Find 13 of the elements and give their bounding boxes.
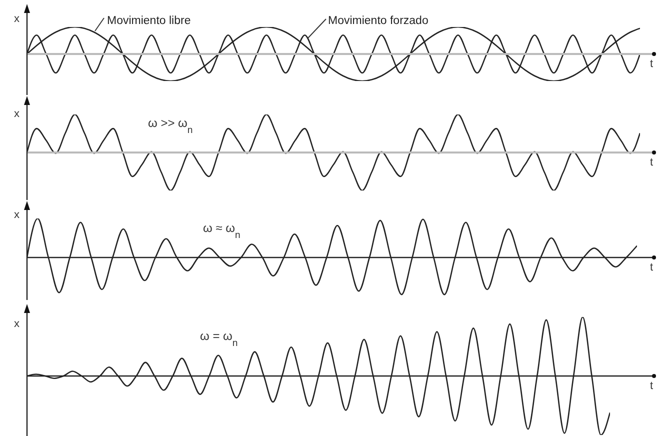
x-axis-title: t xyxy=(650,156,654,168)
y-axis-title: x xyxy=(14,13,20,25)
annotation: ω = ω$_{n}$ xyxy=(200,329,238,348)
x-axis-title: t xyxy=(650,58,654,70)
annotation: ω ≈ ω$_{n}$ xyxy=(203,221,240,240)
x-axis-title: t xyxy=(650,380,654,392)
y-axis-title: x xyxy=(14,318,20,330)
series-label: Movimiento libre xyxy=(107,15,191,27)
y-axis-title: x xyxy=(14,108,20,120)
annotation: ω >> ω$_{n}$ xyxy=(148,116,193,136)
series-label: Movimiento forzado xyxy=(328,15,428,27)
x-axis-title: t xyxy=(650,262,654,274)
y-axis-title: x xyxy=(14,209,20,221)
